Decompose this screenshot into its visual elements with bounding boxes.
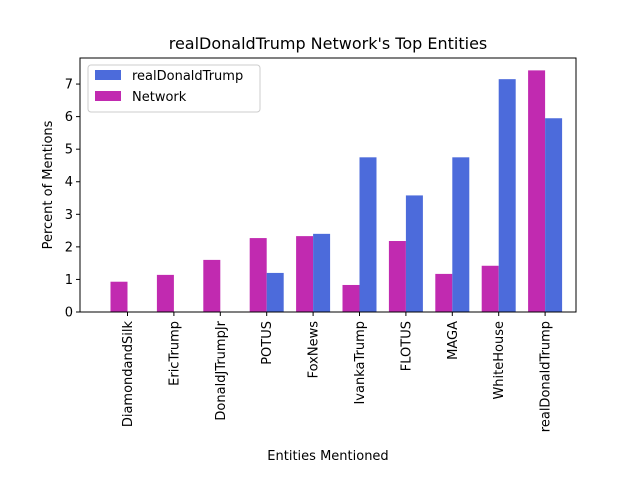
- x-tick-label-maga: MAGA: [446, 321, 461, 360]
- y-axis-label: Percent of Mentions: [41, 120, 56, 249]
- bar-realdonaldtrump-realdonaldtrump: [545, 118, 563, 312]
- x-tick-label-foxnews: FoxNews: [307, 321, 322, 379]
- bar-network-realdonaldtrump: [528, 70, 546, 312]
- x-tick-label-ivankatrump: IvankaTrump: [353, 321, 368, 405]
- y-tick-label: 1: [65, 273, 73, 288]
- bar-network-foxnews: [296, 236, 314, 312]
- bar-network-diamondandsilk: [110, 281, 128, 312]
- legend-swatch-realdonaldtrump: [95, 70, 121, 80]
- bar-realdonaldtrump-flotus: [405, 195, 423, 312]
- legend-label-realdonaldtrump: realDonaldTrump: [132, 69, 243, 84]
- x-tick-label-diamondandsilk: DiamondandSilk: [121, 321, 136, 428]
- y-tick-label: 6: [65, 110, 73, 125]
- x-tick-label-whitehouse: WhiteHouse: [492, 321, 507, 400]
- x-axis-label: Entities Mentioned: [267, 449, 388, 464]
- legend-label-network: Network: [132, 90, 187, 105]
- legend-box: [87, 64, 261, 113]
- bar-network-flotus: [388, 241, 406, 312]
- x-tick-label-potus: POTUS: [260, 321, 275, 365]
- bar-network-maga: [435, 273, 453, 312]
- bar-network-whitehouse: [481, 265, 499, 312]
- bar-realdonaldtrump-ivankatrump: [359, 157, 377, 312]
- plot-frame: [79, 57, 577, 313]
- bar-realdonaldtrump-foxnews: [313, 233, 331, 312]
- y-tick-label: 0: [65, 306, 73, 321]
- x-axis: DiamondandSilk EricTrump DonaldJTrumpJr POT…: [121, 312, 554, 432]
- y-tick-label: 2: [65, 240, 73, 255]
- bar-network-donaldjtrumpjr: [203, 259, 221, 312]
- legend: realDonaldTrump Network: [87, 64, 261, 113]
- y-tick-label: 5: [65, 143, 73, 158]
- y-tick-label: 4: [65, 175, 73, 190]
- legend-swatch-network: [95, 91, 121, 101]
- y-tick-label: 7: [65, 78, 73, 93]
- x-tick-label-erictrump: EricTrump: [167, 321, 182, 386]
- bar-network-ivankatrump: [342, 284, 360, 312]
- x-tick-label-realdonaldtrump: realDonaldTrump: [539, 321, 554, 432]
- bar-network-potus: [249, 238, 267, 312]
- y-tick-label: 3: [65, 208, 73, 223]
- bar-realdonaldtrump-maga: [452, 157, 470, 312]
- bar-realdonaldtrump-potus: [266, 272, 284, 312]
- bar-realdonaldtrump-whitehouse: [498, 79, 516, 313]
- bar-network-erictrump: [156, 274, 174, 312]
- chart-title: realDonaldTrump Network's Top Entities: [169, 34, 488, 53]
- y-axis: 0 1 2 3 4 5 6 7: [65, 78, 80, 321]
- x-tick-label-flotus: FLOTUS: [399, 321, 414, 371]
- bars-group: [110, 70, 563, 313]
- x-tick-label-donaldjtrumpjr: DonaldJTrumpJr: [214, 320, 229, 420]
